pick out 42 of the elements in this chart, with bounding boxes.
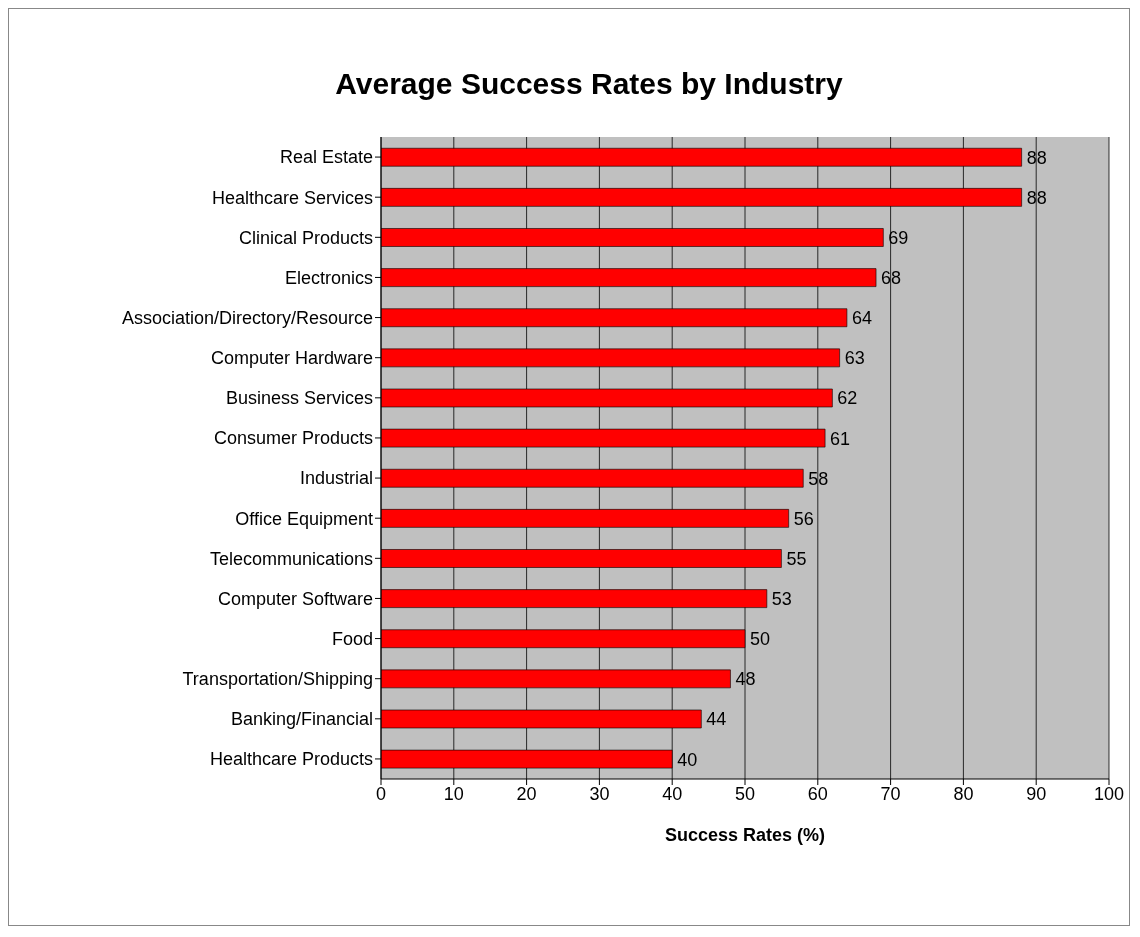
x-tick-label: 100 — [1093, 783, 1125, 804]
data-label: 55 — [786, 548, 807, 569]
y-tick-label: Banking/Financial — [230, 709, 373, 730]
data-label: 53 — [771, 589, 792, 609]
data-label: 40 — [677, 749, 698, 770]
x-tick-label: 70 — [880, 783, 901, 804]
data-label: 88 — [1026, 147, 1047, 168]
data-label: 63 — [844, 348, 865, 369]
x-tick-label: 40 — [662, 783, 683, 804]
data-label: 50 — [750, 629, 771, 650]
y-tick-label: Computer Software — [217, 588, 373, 609]
data-label: 88 — [1026, 187, 1047, 208]
y-tick-label: Business Services — [225, 388, 373, 409]
chart-title: Average Success Rates by Industry — [334, 66, 844, 102]
y-tick-label: Healthcare Services — [211, 187, 373, 208]
x-tick-label: 80 — [953, 783, 974, 804]
y-tick-label: Consumer Products — [213, 428, 373, 449]
x-tick-label: 90 — [1026, 783, 1047, 804]
y-tick-label: Healthcare Products — [209, 749, 373, 770]
x-tick-label: 20 — [516, 783, 537, 804]
x-tick-label: 60 — [807, 783, 828, 804]
x-tick-label: 10 — [443, 783, 464, 804]
y-tick-label: Industrial — [299, 468, 373, 489]
y-tick-label: Computer Hardware — [210, 348, 373, 369]
x-tick-label: 0 — [375, 783, 387, 804]
y-tick-label: Office Equipment — [235, 508, 373, 529]
y-tick-label: Telecommunications — [209, 548, 373, 569]
data-label: 62 — [837, 388, 858, 409]
data-label: 44 — [706, 709, 727, 730]
y-tick-label: Clinical Products — [238, 227, 373, 248]
x-tick-label: 30 — [589, 783, 610, 804]
data-label: 56 — [793, 508, 814, 529]
x-axis-title: Success Rates (%) — [664, 825, 826, 845]
x-tick-label: 50 — [734, 783, 756, 804]
y-tick-label: Real Estate — [279, 147, 373, 168]
y-tick-label: Electronics — [284, 267, 373, 288]
y-tick-label: Food — [331, 628, 373, 649]
data-label: 64 — [851, 308, 872, 329]
y-tick-label: Association/Directory/Resource — [121, 307, 373, 328]
data-label: 48 — [735, 669, 756, 690]
data-label: 61 — [830, 428, 851, 449]
y-tick-label: Transportation/Shipping — [182, 669, 373, 690]
